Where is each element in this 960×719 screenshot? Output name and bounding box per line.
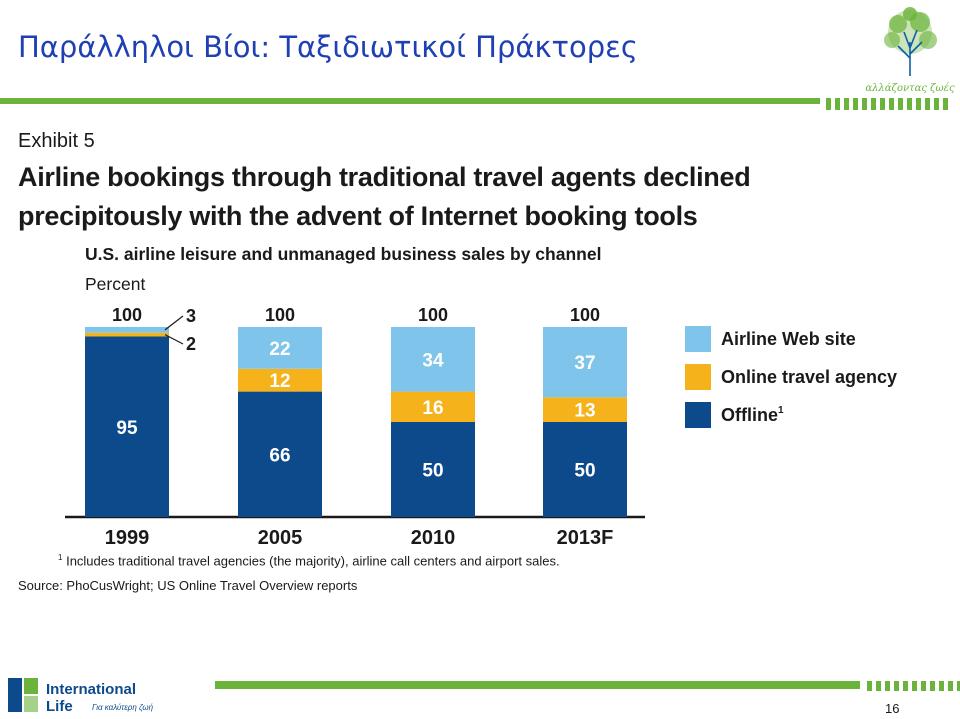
data-label: 3 <box>186 306 196 326</box>
data-label: 13 <box>574 401 595 422</box>
data-label: 50 <box>574 461 595 482</box>
legend-swatch <box>685 402 711 428</box>
callout-line <box>164 334 184 345</box>
chart-headline: Airline bookings through traditional tra… <box>18 162 751 231</box>
bottom-divider <box>215 681 960 691</box>
callout-line <box>164 315 184 331</box>
source-note: Source: PhoCusWright; US Online Travel O… <box>18 578 358 593</box>
category-label: 1999 <box>105 527 150 549</box>
bar-offline-2005 <box>238 391 322 517</box>
international-life-logo: International Life Για καλύτερη ζωή <box>8 678 154 715</box>
data-label: 34 <box>422 350 444 371</box>
bar-airline-web-site-2010 <box>391 327 475 392</box>
bar-online-travel-agency-2010 <box>391 391 475 422</box>
total-label: 100 <box>570 305 600 325</box>
bar-airline-web-site-1999 <box>85 327 169 333</box>
data-label: 37 <box>574 353 595 374</box>
bar-airline-web-site-2013F <box>543 327 627 398</box>
bar-offline-2010 <box>391 422 475 517</box>
brand-line2: Life <box>46 698 73 715</box>
legend-swatch <box>685 364 711 390</box>
chart-unit-label: Percent <box>85 274 146 294</box>
legend-label: Online travel agency <box>721 367 897 387</box>
data-label: 16 <box>422 398 443 419</box>
bar-offline-2013F <box>543 422 627 517</box>
footnote: 1 Includes traditional travel agencies (… <box>58 553 560 568</box>
bar-online-travel-agency-1999 <box>85 332 169 337</box>
chart-subtitle: U.S. airline leisure and unmanaged busin… <box>85 244 602 264</box>
category-label: 2005 <box>258 527 303 549</box>
top-divider <box>0 98 948 110</box>
logo-text: αλλάζοντας ζωές <box>865 83 955 94</box>
data-label: 50 <box>422 461 443 482</box>
legend-label: Airline Web site <box>721 329 856 349</box>
data-label: 2 <box>186 334 196 354</box>
slide-title: Παράλληλοι Βίοι: Ταξιδιωτικοί Πράκτορες <box>18 30 638 64</box>
bar-offline-1999 <box>85 336 169 517</box>
tree-logo-icon: αλλάζοντας ζωές <box>865 7 955 94</box>
bar-online-travel-agency-2005 <box>238 368 322 392</box>
data-label: 22 <box>269 339 290 360</box>
total-label: 100 <box>112 305 142 325</box>
footnote-text: Includes traditional travel agencies (th… <box>66 553 560 569</box>
total-label: 100 <box>265 305 295 325</box>
category-label: 2010 <box>411 527 456 549</box>
total-label: 100 <box>418 305 448 325</box>
brand-line1: International <box>46 681 136 698</box>
category-label: 2013F <box>557 527 614 549</box>
bar-airline-web-site-2005 <box>238 327 322 369</box>
page-number: 16 <box>885 701 900 716</box>
exhibit-label: Exhibit 5 <box>18 130 95 152</box>
brand-tagline: Για καλύτερη ζωή <box>92 703 154 712</box>
data-label: 66 <box>269 445 290 466</box>
footnote-mark: 1 <box>58 553 63 562</box>
bar-online-travel-agency-2013F <box>543 397 627 422</box>
legend-label: Offline1 <box>721 405 784 425</box>
legend-swatch <box>685 326 711 352</box>
data-label: 12 <box>269 371 290 392</box>
data-label: 95 <box>116 418 138 439</box>
